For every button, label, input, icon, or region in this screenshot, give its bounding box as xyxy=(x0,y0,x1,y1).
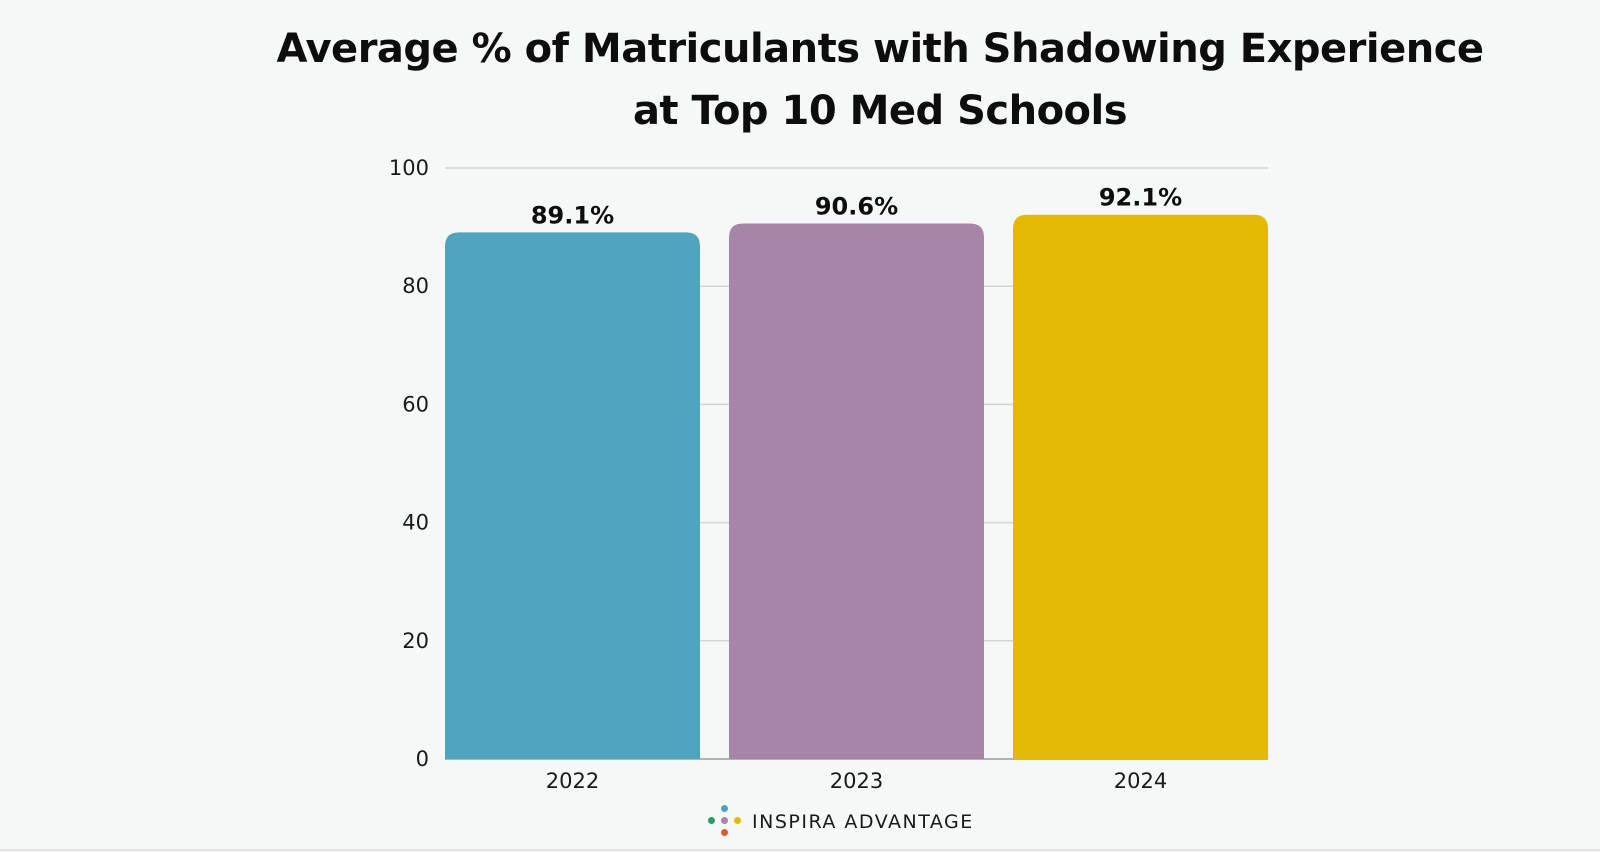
brand-name: INSPIRA ADVANTAGE xyxy=(752,811,974,833)
x-tick-label: 2024 xyxy=(1114,769,1167,793)
y-tick-label: 80 xyxy=(402,274,429,298)
brand-dot xyxy=(721,805,728,812)
bottom-divider xyxy=(0,849,1600,851)
brand-logo: INSPIRA ADVANTAGE xyxy=(708,805,974,839)
y-tick-label: 20 xyxy=(402,629,429,653)
x-axis-labels: 2022 2023 2024 xyxy=(546,769,1167,793)
chart-title: Average % of Matriculants with Shadowing… xyxy=(200,18,1560,142)
brand-mark-icon xyxy=(708,805,742,839)
bar xyxy=(1013,214,1268,760)
value-label: 92.1% xyxy=(1099,184,1182,212)
chart-title-line-2: at Top 10 Med Schools xyxy=(632,88,1128,134)
chart-title-line-1: Average % of Matriculants with Shadowing… xyxy=(276,26,1484,72)
brand-dot xyxy=(708,817,715,824)
y-tick-label: 0 xyxy=(416,747,429,771)
value-labels: 89.1% 90.6% 92.1% xyxy=(531,184,1182,230)
x-tick-label: 2023 xyxy=(830,769,883,793)
brand-dot xyxy=(734,817,741,824)
brand-dot xyxy=(721,829,728,836)
bars xyxy=(445,214,1268,760)
y-tick-label: 60 xyxy=(402,392,429,416)
bar xyxy=(445,232,700,759)
value-label: 90.6% xyxy=(815,193,898,221)
y-tick-label: 40 xyxy=(402,511,429,535)
x-tick-label: 2022 xyxy=(546,769,599,793)
value-label: 89.1% xyxy=(531,201,614,229)
bar xyxy=(729,223,984,759)
y-axis-ticks: 0 20 40 60 80 100 xyxy=(389,156,429,771)
brand-dot xyxy=(721,817,728,824)
y-tick-label: 100 xyxy=(389,156,429,180)
